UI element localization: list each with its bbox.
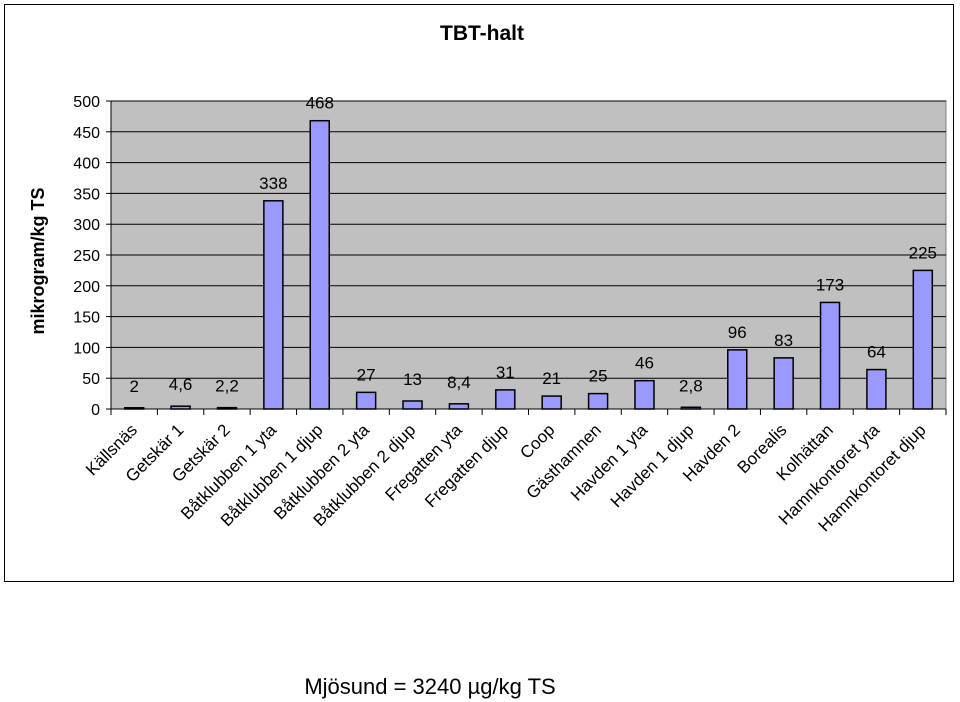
plot-area: 0501001502002503003504004505002Källsnäs4… <box>73 94 947 535</box>
bar <box>587 392 609 410</box>
data-label: 2,8 <box>679 376 703 395</box>
bar <box>355 391 377 410</box>
bar-chart: TBT-halt mikrogram/kg TS 050100150200250… <box>28 22 947 535</box>
bar <box>727 349 748 410</box>
bar <box>912 269 934 410</box>
data-label: 21 <box>542 369 561 388</box>
y-tick-label: 500 <box>73 94 100 111</box>
bar <box>402 400 423 410</box>
data-label: 225 <box>909 243 937 262</box>
y-tick-label: 50 <box>82 371 100 388</box>
bar <box>541 395 562 410</box>
y-tick-label: 400 <box>73 156 100 173</box>
data-label: 173 <box>816 275 844 294</box>
bar <box>495 389 516 410</box>
data-label: 2 <box>129 377 138 396</box>
data-label: 83 <box>774 331 793 350</box>
bar <box>216 406 238 410</box>
bar <box>866 368 887 410</box>
data-label: 64 <box>867 343 886 362</box>
chart-title: TBT-halt <box>440 22 524 45</box>
data-label: 25 <box>589 367 608 386</box>
bar <box>773 357 794 410</box>
data-label: 338 <box>259 174 287 193</box>
data-label: 8,4 <box>447 373 471 392</box>
y-tick-label: 0 <box>91 402 100 419</box>
y-tick-label: 250 <box>73 248 100 265</box>
y-tick-label: 300 <box>73 217 100 234</box>
y-tick-label: 200 <box>73 279 100 296</box>
bar <box>309 119 330 410</box>
data-label: 468 <box>306 94 334 113</box>
data-label: 13 <box>403 370 422 389</box>
bar <box>170 405 191 410</box>
y-tick-label: 150 <box>73 310 100 327</box>
y-tick-label: 350 <box>73 186 100 203</box>
y-tick-label: 450 <box>73 125 100 142</box>
data-label: 4,6 <box>169 375 193 394</box>
bar <box>680 406 702 410</box>
bar <box>263 200 284 410</box>
chart-frame: TBT-halt mikrogram/kg TS 0 50 100 150 200 250… <box>4 4 954 582</box>
category-label: Coop <box>516 420 558 462</box>
data-label: 31 <box>496 363 515 382</box>
bar <box>634 379 655 410</box>
data-label: 96 <box>728 323 747 342</box>
footnote: Mjösund = 3240 µg/kg TS <box>304 674 556 699</box>
data-label: 2,2 <box>215 377 239 396</box>
category-label: Fregatten djup <box>421 420 512 511</box>
y-tick-label: 100 <box>73 340 100 357</box>
bar <box>819 301 841 410</box>
bar <box>123 407 145 410</box>
data-label: 46 <box>635 354 654 373</box>
y-axis-label: mikrogram/kg TS <box>28 187 48 334</box>
data-label: 27 <box>357 365 376 384</box>
bar <box>448 403 470 410</box>
